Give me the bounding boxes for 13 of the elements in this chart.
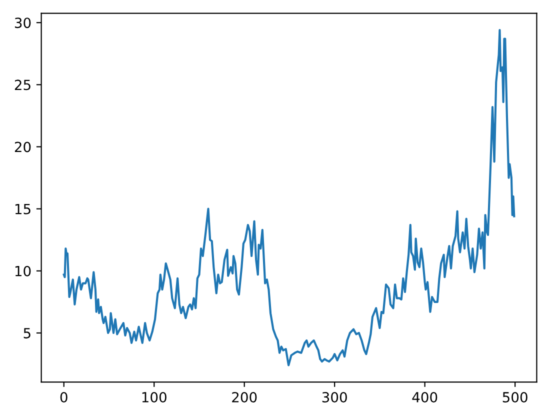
y-tick-label: 25 — [14, 80, 30, 90]
x-tick-label: 100 — [142, 392, 166, 402]
y-tick-label: 20 — [14, 142, 31, 152]
x-tick-label: 500 — [502, 392, 528, 402]
x-tick-label: 400 — [412, 392, 438, 402]
line-series — [62, 29, 516, 366]
y-tick-label: 10 — [15, 266, 31, 276]
y-tick-label: 5 — [24, 328, 30, 338]
x-tick-label: 0 — [60, 392, 68, 402]
y-tick-label: 30 — [14, 18, 31, 28]
x-tick-label: 200 — [232, 392, 257, 402]
y-tick-label: 15 — [15, 204, 30, 214]
x-tick-label: 300 — [322, 392, 347, 402]
